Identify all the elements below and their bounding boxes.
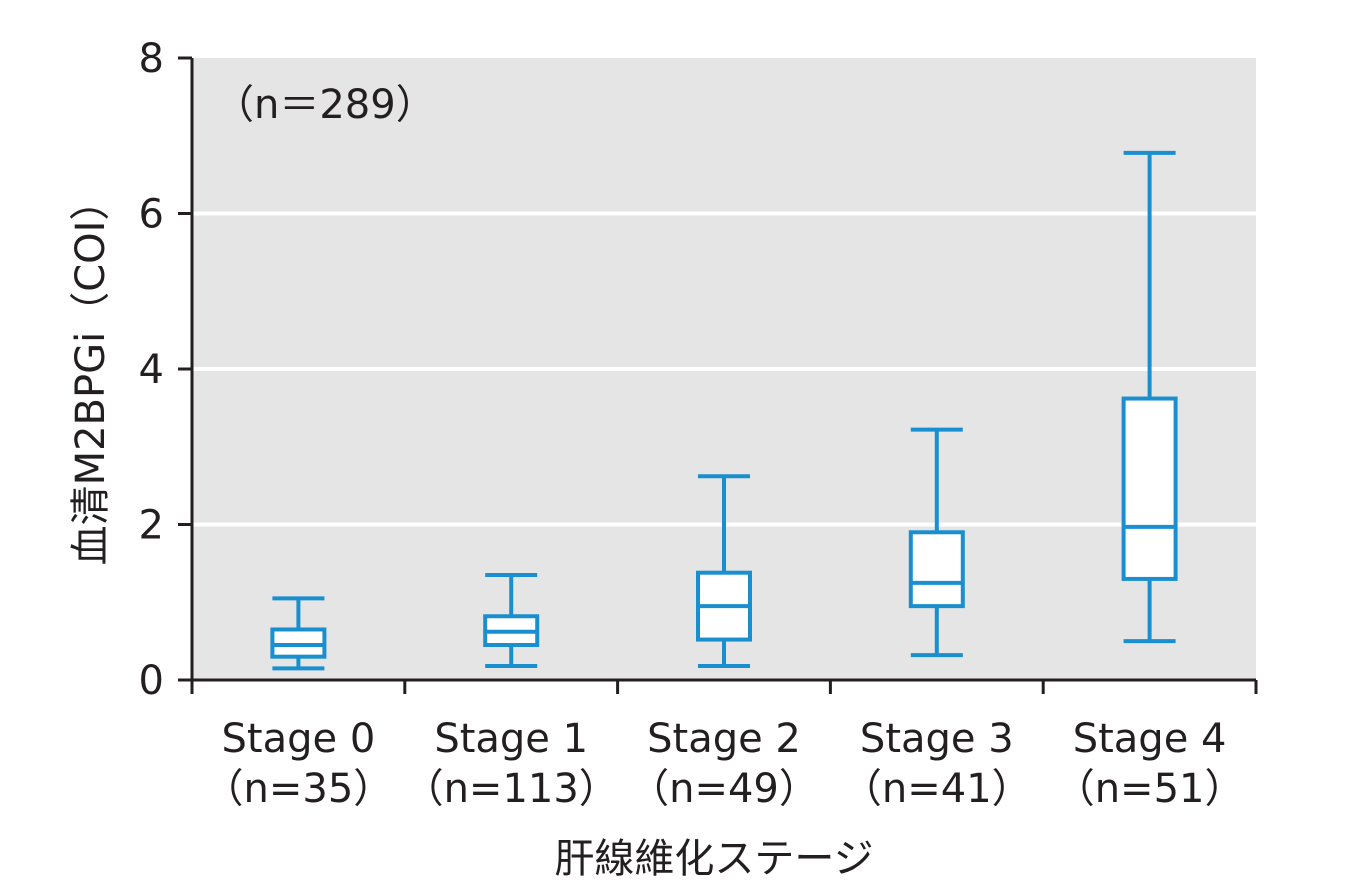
x-axis-title: 肝線維化ステージ bbox=[554, 836, 873, 882]
x-category-label: Stage 2 bbox=[647, 716, 801, 762]
x-category-count: （n=49） bbox=[629, 766, 819, 812]
y-tick-label: 6 bbox=[139, 192, 164, 238]
y-tick-label: 8 bbox=[139, 36, 164, 82]
boxes bbox=[270, 150, 1178, 671]
box-4 bbox=[1121, 150, 1178, 644]
box-iqr bbox=[1121, 396, 1178, 581]
y-tick-label: 0 bbox=[139, 658, 164, 704]
y-tick-label: 4 bbox=[139, 347, 164, 393]
box-2 bbox=[696, 474, 752, 669]
y-tick-label: 2 bbox=[139, 503, 164, 549]
x-category-label: Stage 0 bbox=[222, 716, 376, 762]
y-axis: 0 2 4 6 8 bbox=[139, 36, 194, 704]
box-0 bbox=[270, 596, 327, 671]
x-category-label: Stage 1 bbox=[434, 716, 588, 762]
x-category-count: （n=41） bbox=[842, 766, 1032, 812]
sample-size-annotation: （n＝289） bbox=[214, 82, 436, 128]
x-category-count: （n=51） bbox=[1055, 766, 1245, 812]
x-category-label: Stage 4 bbox=[1073, 716, 1227, 762]
x-category-count: （n=35） bbox=[204, 766, 394, 812]
x-category-count: （n=113） bbox=[404, 766, 619, 812]
box-1 bbox=[483, 573, 540, 669]
x-category-label: Stage 3 bbox=[860, 716, 1014, 762]
y-axis-title: 血清M2BPGi（COI） bbox=[68, 181, 114, 566]
box-iqr bbox=[908, 530, 965, 609]
x-axis: Stage 0（n=35） Stage 1（n=113） Stage 2（n=49）… bbox=[190, 678, 1258, 812]
box-3 bbox=[908, 427, 965, 658]
